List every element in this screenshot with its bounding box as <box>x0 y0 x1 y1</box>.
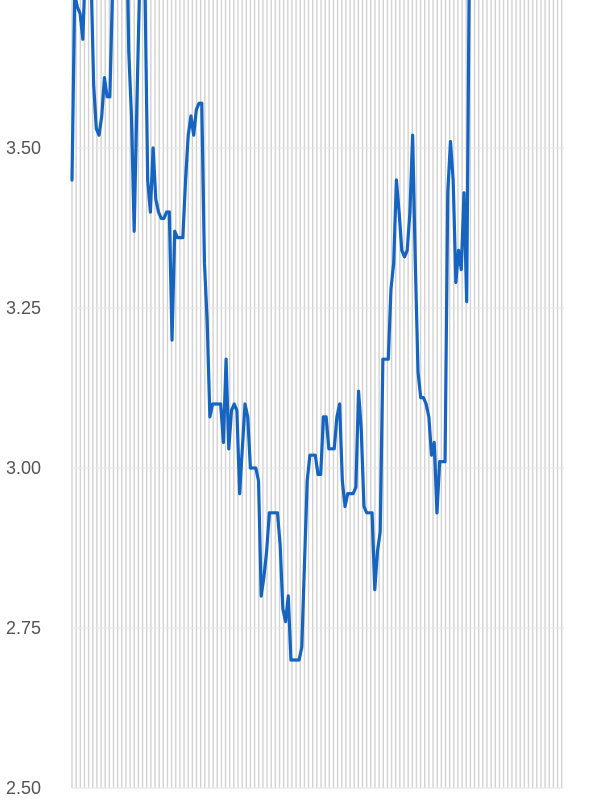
y-tick-label-0: 2.50 <box>6 778 41 798</box>
y-tick-label-1: 2.75 <box>6 618 41 638</box>
y-tick-label-3: 3.25 <box>6 298 41 318</box>
series-line-0 <box>70 0 471 662</box>
y-tick-label-4: 3.50 <box>6 138 41 158</box>
y-tick-label-2: 3.00 <box>6 458 41 478</box>
vertical-gridlines <box>71 0 563 788</box>
y-axis-tick-labels: 2.502.753.003.253.503.754.004.254.504.75 <box>6 138 41 798</box>
series-layer <box>70 0 471 662</box>
